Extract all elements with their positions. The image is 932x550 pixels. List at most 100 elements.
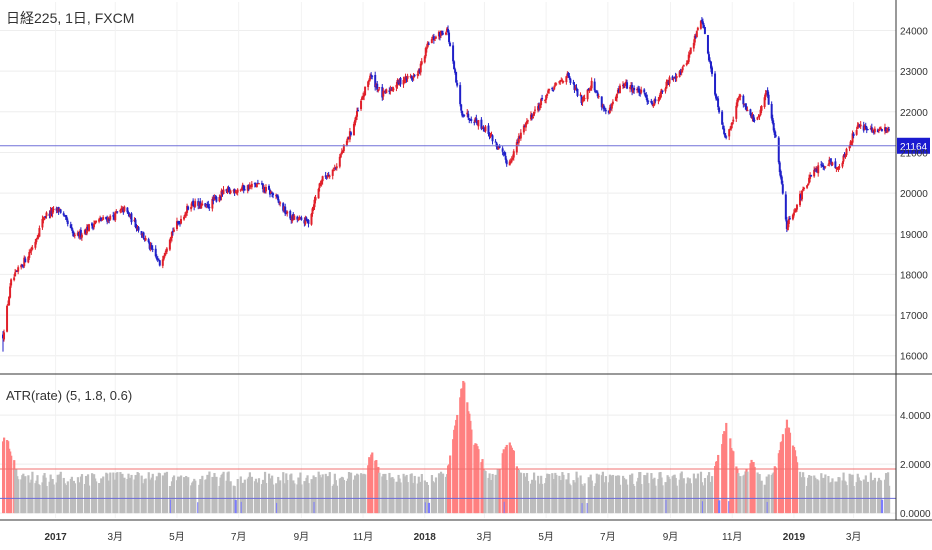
- candle-body: [530, 115, 533, 118]
- candle-body: [398, 78, 401, 83]
- candle-body: [664, 88, 667, 92]
- candle-body: [657, 99, 660, 101]
- candle-body: [324, 175, 327, 177]
- candle-body: [880, 129, 883, 131]
- atr-bar: [151, 473, 154, 514]
- candle-body: [426, 42, 429, 47]
- candle-body: [877, 129, 880, 131]
- candle-body: [100, 217, 103, 221]
- candle-body: [798, 193, 801, 206]
- atr-bar: [668, 478, 671, 514]
- candle-body: [213, 196, 216, 201]
- candle-body: [482, 127, 485, 129]
- atr-bar: [406, 482, 409, 514]
- candle-body: [749, 109, 752, 115]
- candle-body: [452, 45, 455, 62]
- candle-body: [473, 121, 476, 123]
- candle-body: [193, 205, 196, 208]
- candle-body: [249, 186, 252, 188]
- candle-body: [510, 159, 513, 162]
- atr-bar: [10, 455, 13, 514]
- candle-body: [45, 212, 48, 217]
- candle-body: [299, 217, 302, 219]
- candle-body: [184, 214, 187, 217]
- candle-body: [449, 43, 452, 46]
- candle-body: [862, 125, 865, 131]
- candle-body: [229, 190, 232, 194]
- atr-bar: [45, 486, 48, 514]
- time-tick-label: 5月: [538, 531, 554, 543]
- atr-bar: [158, 473, 161, 514]
- candle-body: [725, 136, 728, 138]
- candle-body: [551, 88, 554, 90]
- candle-body: [73, 234, 76, 236]
- candle-body: [76, 232, 79, 236]
- candle-body: [133, 219, 136, 222]
- candle-body: [675, 76, 678, 79]
- candle-body: [459, 85, 462, 105]
- candle-body: [232, 190, 235, 192]
- candle-body: [277, 196, 280, 201]
- candle-body: [396, 80, 399, 86]
- candle-body: [264, 187, 267, 192]
- candle-body: [335, 166, 338, 169]
- candle-body: [297, 218, 300, 220]
- candle-body: [820, 164, 823, 166]
- atr-bar: [562, 474, 565, 514]
- candle-body: [742, 95, 745, 105]
- candle-body: [544, 100, 547, 102]
- candle-body: [711, 67, 714, 74]
- candle-body: [498, 145, 501, 148]
- candle-body: [770, 103, 773, 119]
- candle-body: [412, 75, 415, 78]
- candle-body: [41, 218, 44, 228]
- candle-body: [404, 76, 407, 81]
- candle-body: [841, 162, 844, 167]
- candle-body: [695, 31, 698, 38]
- atr-bar: [654, 485, 657, 514]
- candle-body: [865, 127, 868, 131]
- atr-bar: [534, 480, 537, 514]
- candle-body: [279, 202, 282, 204]
- candle-body: [91, 223, 94, 226]
- candle-body: [438, 32, 441, 37]
- price-tick-label: 19000: [900, 230, 928, 241]
- candle-body: [147, 239, 150, 243]
- candle-body: [402, 79, 405, 85]
- candle-body: [121, 207, 124, 210]
- candle-body: [20, 265, 23, 268]
- candle-body: [809, 175, 812, 179]
- candle-body: [235, 191, 238, 193]
- candle-body: [784, 194, 787, 220]
- atr-histogram: [2, 380, 891, 514]
- indicator-tick-label: 0.0000: [900, 509, 931, 520]
- candle-body: [43, 216, 46, 220]
- atr-bar: [168, 486, 172, 514]
- candle-body: [144, 238, 147, 241]
- time-tick-label: 11月: [353, 531, 373, 543]
- candle-body: [86, 226, 89, 231]
- time-tick-label: 3月: [107, 531, 123, 543]
- candle-body: [447, 28, 450, 33]
- candle-body: [792, 212, 795, 216]
- candle-body: [65, 216, 68, 220]
- candle-body: [63, 215, 66, 217]
- candle-body: [243, 189, 246, 191]
- atr-bar: [873, 477, 877, 514]
- candle-body: [340, 151, 343, 155]
- candle-body: [77, 232, 80, 237]
- candle-body: [219, 196, 222, 198]
- candle-body: [317, 188, 320, 199]
- candle-body: [610, 103, 613, 109]
- candle-body: [129, 214, 132, 217]
- candle-body: [64, 215, 67, 218]
- atr-bar: [222, 471, 225, 514]
- atr-bar: [123, 477, 126, 514]
- candle-body: [385, 89, 388, 94]
- atr-bar: [38, 485, 41, 514]
- candle-body: [729, 128, 732, 131]
- candle-body: [226, 188, 229, 193]
- candle-body: [151, 248, 154, 250]
- candle-body: [582, 97, 585, 99]
